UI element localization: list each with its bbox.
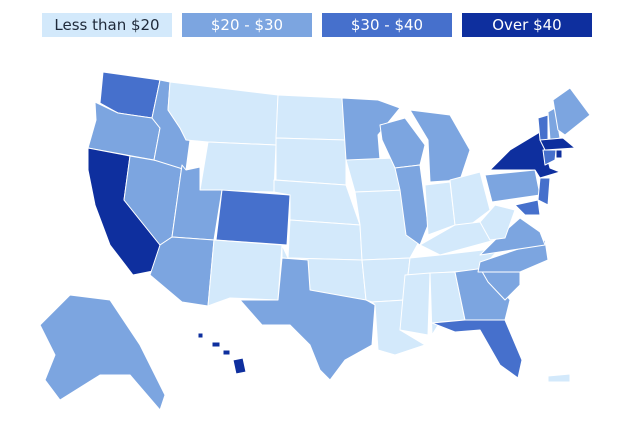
state	[39, 294, 166, 411]
state	[479, 217, 546, 256]
state	[239, 257, 376, 381]
state	[167, 81, 279, 146]
state	[449, 171, 491, 226]
state	[287, 219, 363, 261]
state	[275, 137, 347, 186]
legend-label: Over $40	[492, 16, 562, 34]
legend-label: $20 - $30	[210, 16, 284, 34]
legend-item: $30 - $40	[322, 13, 452, 37]
state	[537, 114, 549, 141]
legend: Less than $20 $20 - $30 $30 - $40 Over $…	[42, 13, 592, 37]
legend-label: Less than $20	[54, 16, 160, 34]
state	[552, 87, 591, 136]
legend-item: $20 - $30	[182, 13, 312, 37]
state	[275, 94, 347, 141]
state	[199, 141, 277, 193]
state	[555, 149, 563, 159]
state	[149, 236, 215, 307]
state	[431, 319, 523, 379]
legend-label: $30 - $40	[350, 16, 424, 34]
state	[539, 137, 576, 151]
state	[207, 239, 283, 307]
legend-item: Less than $20	[42, 13, 172, 37]
state	[479, 204, 516, 241]
state	[171, 164, 223, 241]
state	[399, 272, 431, 336]
state	[537, 177, 551, 206]
state	[222, 349, 231, 356]
state	[547, 373, 571, 383]
state	[542, 149, 557, 166]
state	[197, 332, 204, 339]
state	[211, 341, 221, 348]
state	[215, 189, 291, 246]
state	[232, 357, 247, 375]
legend-item: Over $40	[462, 13, 592, 37]
state	[484, 169, 541, 203]
state	[514, 199, 541, 216]
